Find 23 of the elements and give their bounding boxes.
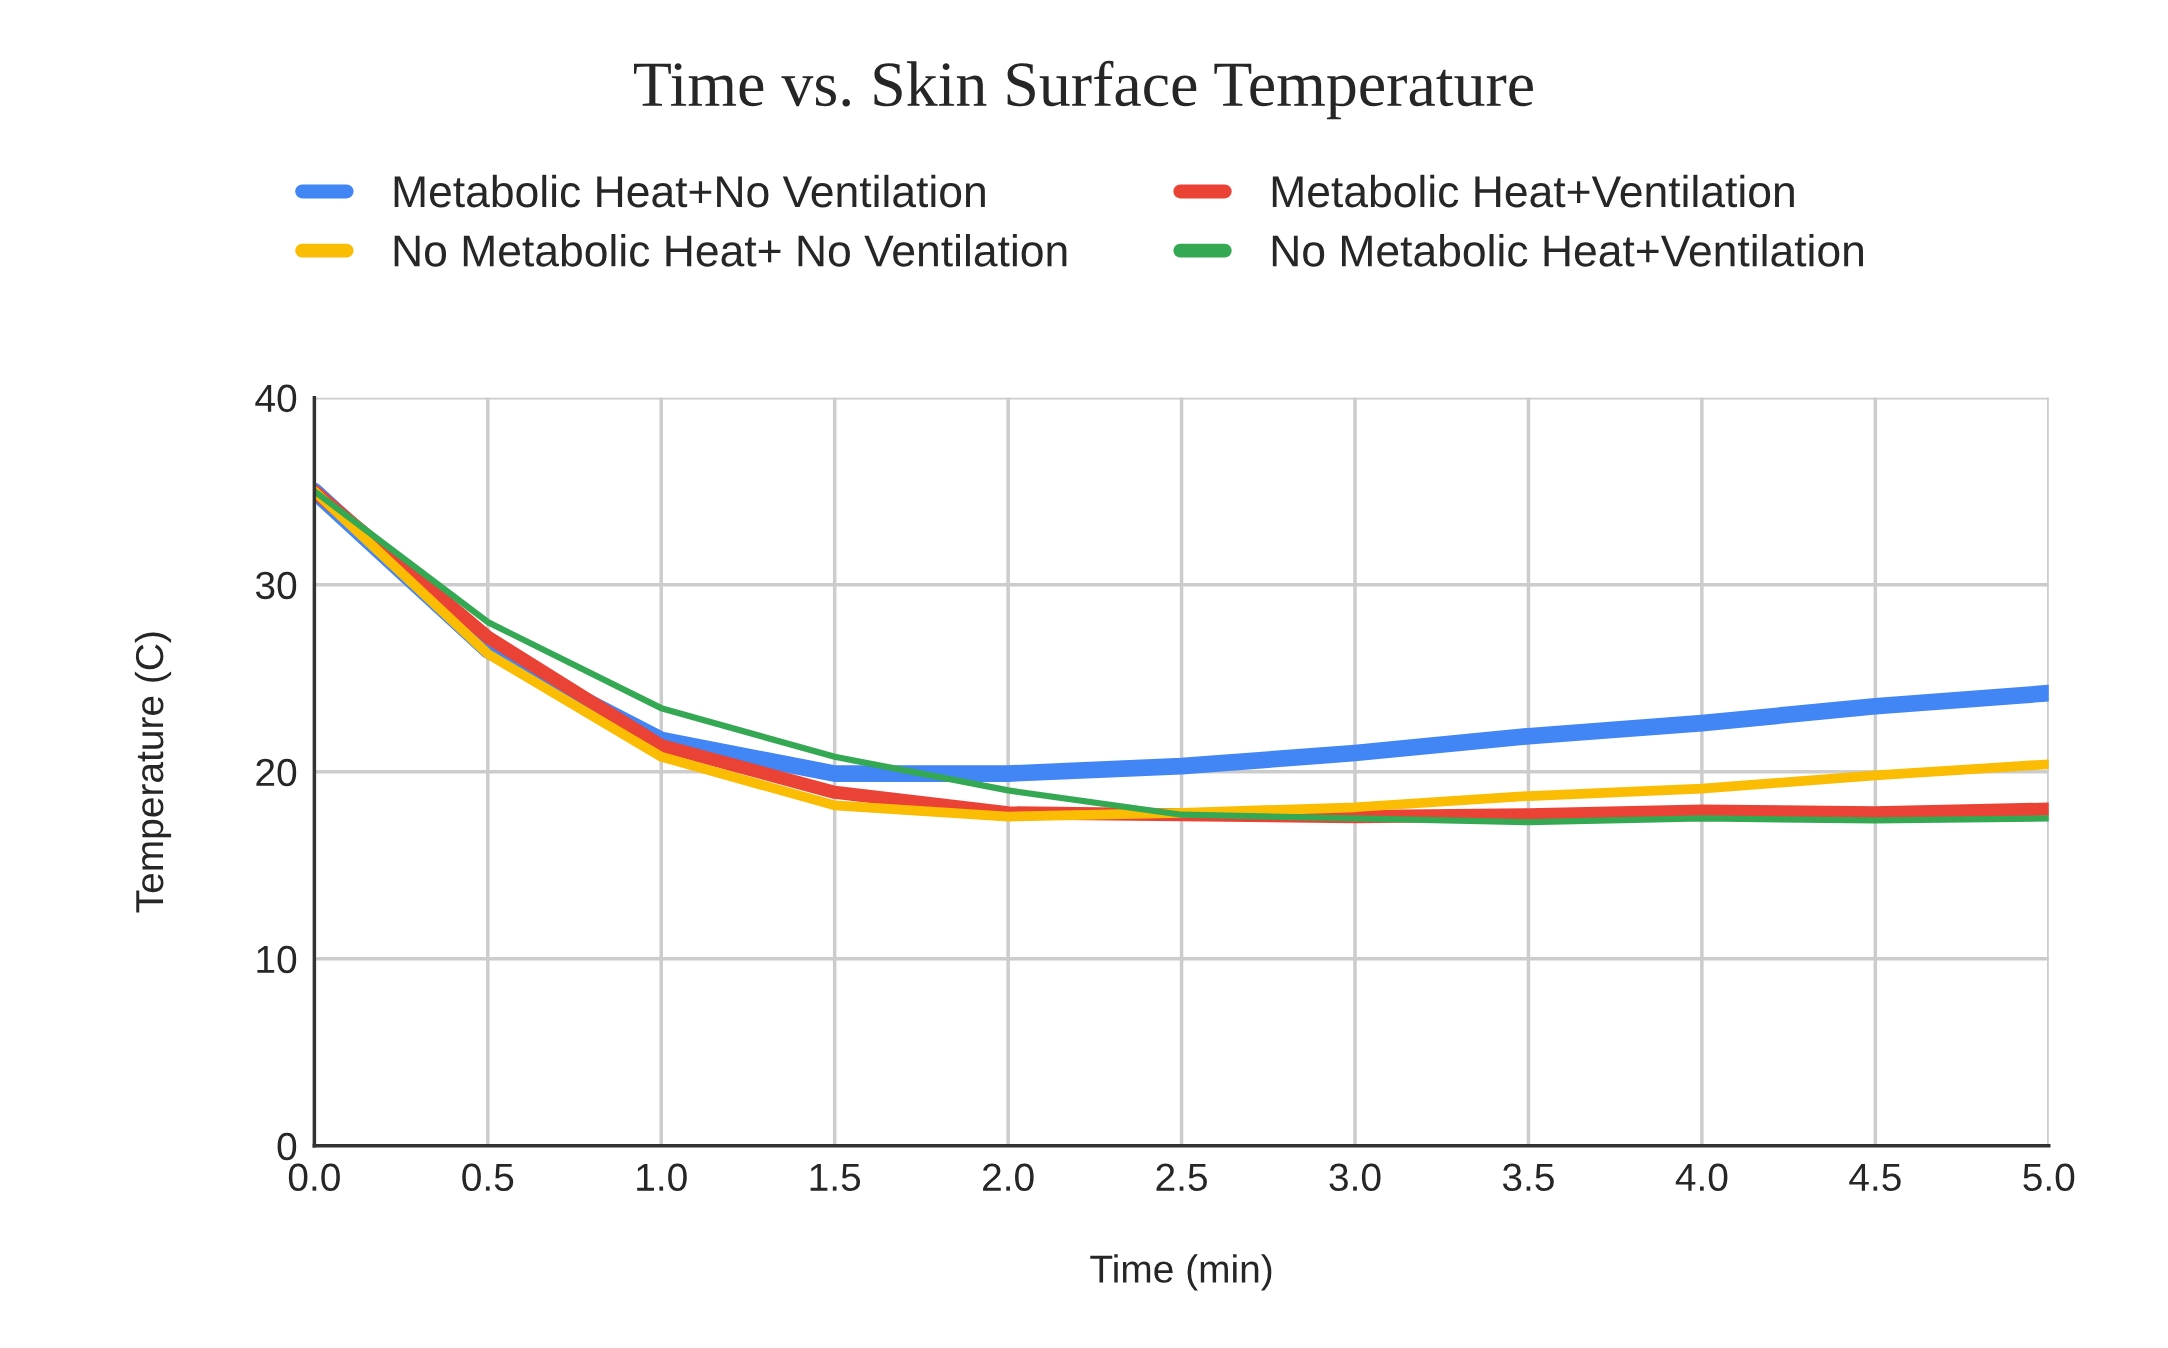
y-tick-label: 10	[257, 945, 297, 974]
x-tick-label: 5.0	[2023, 1163, 2075, 1192]
x-tick-label: 1.5	[810, 1163, 861, 1192]
chart-title: Time vs. Skin Surface Temperature	[634, 60, 1533, 120]
y-tick-label: 30	[255, 571, 297, 600]
x-tick-label: 2.0	[983, 1163, 1034, 1192]
y-axis-title: Temperature (C)	[134, 632, 172, 913]
x-tick-label: 1.0	[637, 1163, 687, 1192]
legend-label: No Metabolic Heat+Ventilation	[1272, 234, 1863, 267]
y-tick-label: 0	[277, 1132, 297, 1161]
x-tick-label: 3.0	[1329, 1163, 1381, 1192]
x-tick-label: 0.5	[462, 1163, 514, 1192]
x-axis-title: Time (min)	[1090, 1254, 1272, 1291]
y-tick-label: 40	[255, 384, 297, 413]
x-tick-label: 3.5	[1502, 1163, 1554, 1192]
x-tick-label: 2.5	[1156, 1163, 1207, 1192]
legend-label: Metabolic Heat+No Ventilation	[394, 174, 985, 208]
x-tick-label: 4.0	[1675, 1163, 1728, 1192]
y-tick-label: 20	[256, 758, 297, 787]
x-tick-label: 0.0	[288, 1163, 340, 1192]
x-tick-label: 4.5	[1849, 1163, 1901, 1192]
legend-label: No Metabolic Heat+ No Ventilation	[394, 234, 1067, 267]
legend-label: Metabolic Heat+Ventilation	[1272, 174, 1794, 208]
